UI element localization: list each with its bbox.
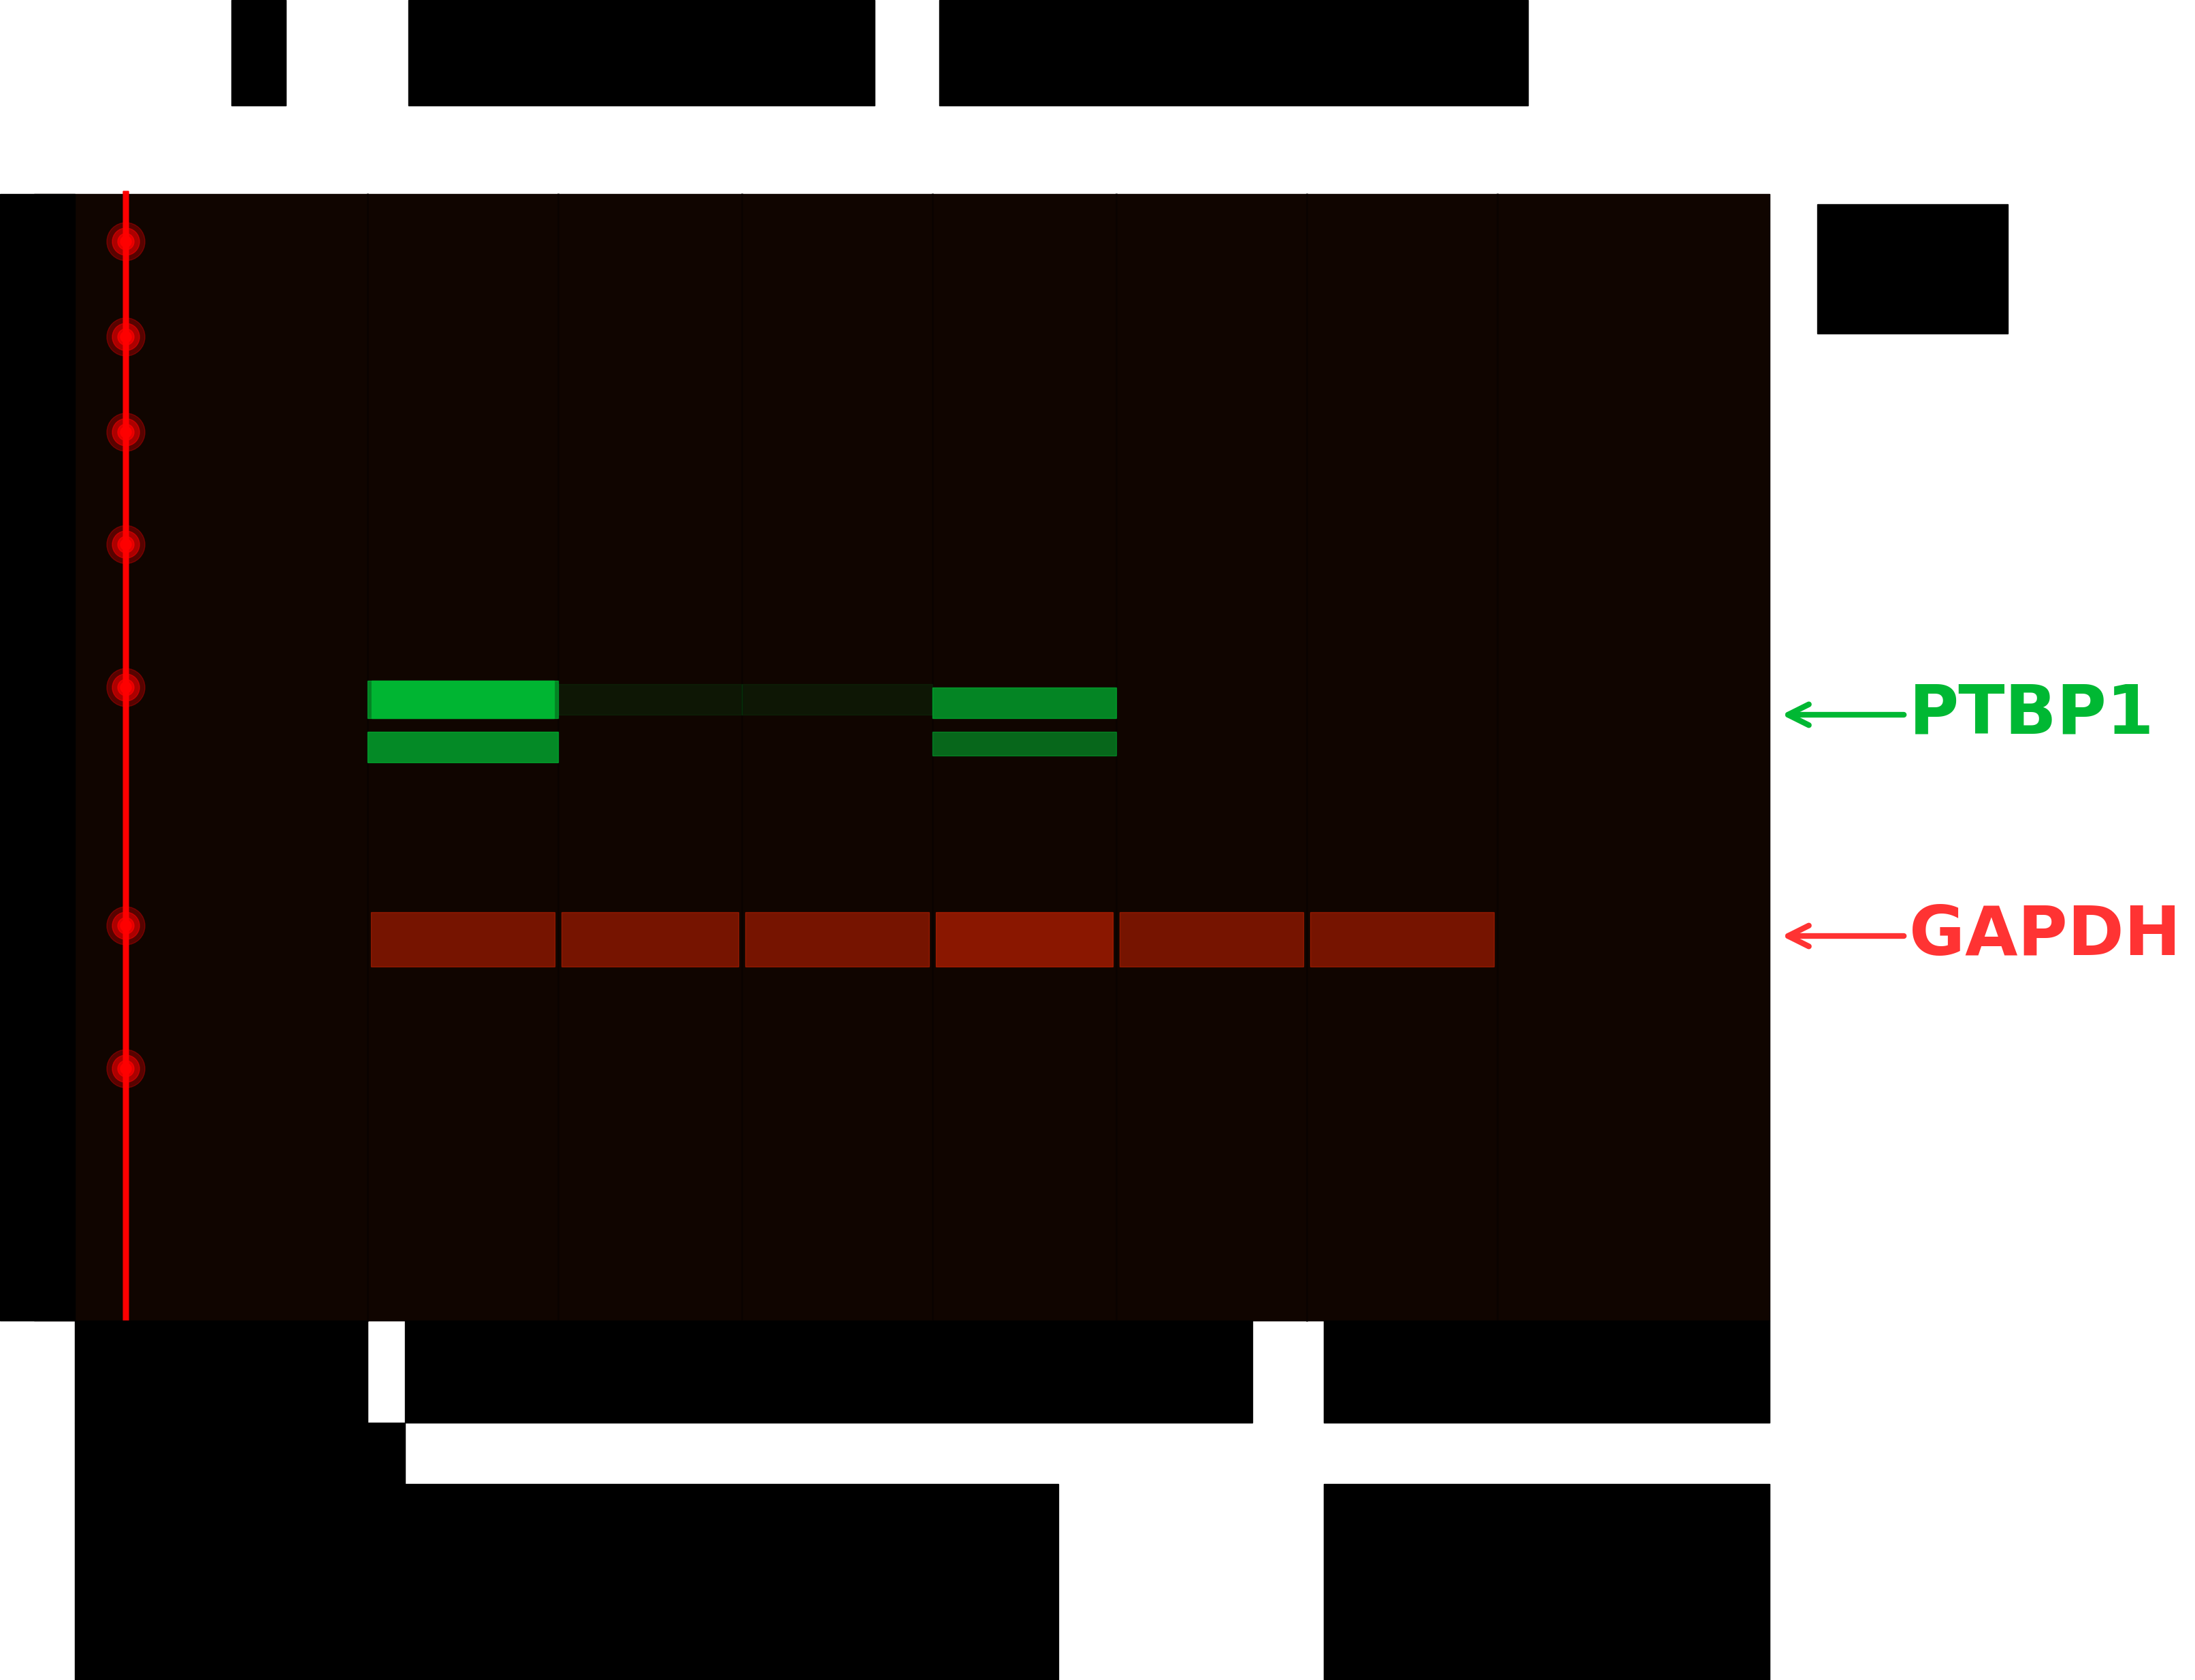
Circle shape bbox=[112, 912, 140, 939]
Circle shape bbox=[121, 539, 132, 549]
Bar bbox=[1119, 912, 1304, 966]
Bar bbox=[1058, 1320, 1253, 1423]
Circle shape bbox=[119, 1060, 134, 1077]
Bar bbox=[371, 912, 555, 966]
Bar bbox=[35, 193, 1769, 1320]
Bar bbox=[558, 684, 742, 714]
Circle shape bbox=[112, 228, 140, 255]
Bar bbox=[933, 732, 1117, 756]
Circle shape bbox=[119, 234, 134, 250]
Bar bbox=[367, 680, 558, 717]
Circle shape bbox=[108, 669, 145, 707]
Circle shape bbox=[108, 413, 145, 452]
Circle shape bbox=[112, 418, 140, 445]
Bar bbox=[1324, 1483, 1769, 1680]
Circle shape bbox=[112, 674, 140, 701]
Bar bbox=[75, 1423, 404, 1680]
Bar bbox=[0, 193, 75, 1320]
Circle shape bbox=[121, 237, 132, 247]
Bar bbox=[404, 1483, 1058, 1680]
Bar bbox=[1817, 205, 2008, 334]
Bar bbox=[562, 912, 738, 966]
Circle shape bbox=[112, 1055, 140, 1082]
Bar bbox=[230, 0, 285, 106]
Circle shape bbox=[121, 331, 132, 343]
Circle shape bbox=[121, 1063, 132, 1074]
Circle shape bbox=[108, 318, 145, 356]
Circle shape bbox=[121, 682, 132, 692]
Circle shape bbox=[108, 222, 145, 260]
Bar bbox=[371, 680, 555, 717]
Bar bbox=[746, 912, 928, 966]
Circle shape bbox=[112, 531, 140, 558]
Bar bbox=[75, 1320, 367, 1423]
Circle shape bbox=[119, 329, 134, 344]
Bar bbox=[933, 687, 1117, 717]
Circle shape bbox=[119, 917, 134, 934]
Circle shape bbox=[108, 1050, 145, 1087]
Bar bbox=[1310, 912, 1495, 966]
Bar bbox=[742, 684, 933, 714]
Bar bbox=[1324, 1320, 1769, 1423]
Bar bbox=[935, 912, 1113, 966]
Bar bbox=[404, 1320, 1058, 1423]
Circle shape bbox=[119, 423, 134, 440]
Bar bbox=[408, 0, 874, 106]
Circle shape bbox=[108, 907, 145, 944]
Text: GAPDH: GAPDH bbox=[1910, 902, 2182, 969]
Circle shape bbox=[121, 921, 132, 931]
Circle shape bbox=[112, 323, 140, 351]
Circle shape bbox=[108, 526, 145, 563]
Bar bbox=[367, 732, 558, 763]
Text: PTBP1: PTBP1 bbox=[1910, 682, 2155, 748]
Circle shape bbox=[119, 679, 134, 696]
Circle shape bbox=[119, 536, 134, 553]
Circle shape bbox=[121, 427, 132, 438]
Bar bbox=[939, 0, 1528, 106]
